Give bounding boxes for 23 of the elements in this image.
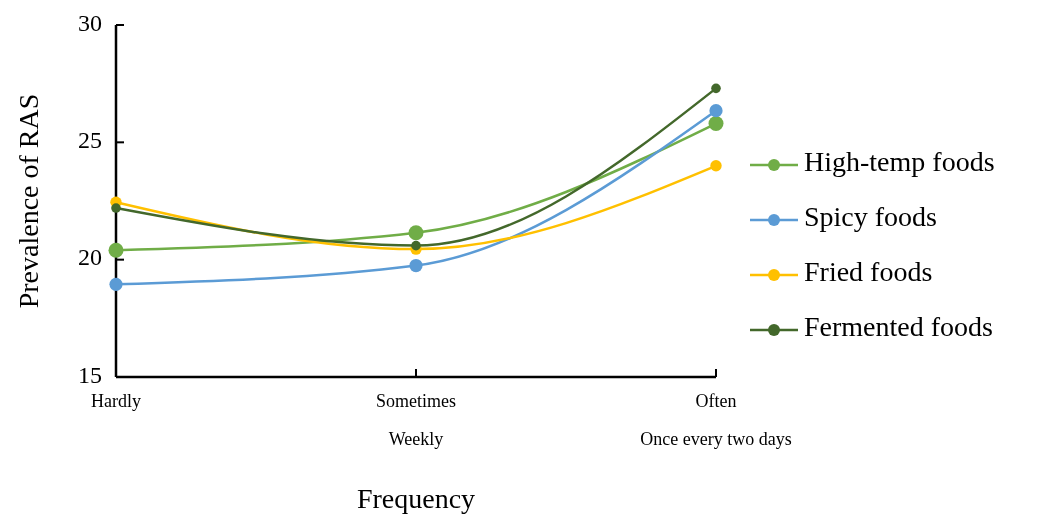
y-tick-label: 15: [78, 361, 102, 388]
legend-label: High-temp foods: [804, 146, 995, 178]
y-tick-label: 30: [78, 9, 102, 36]
y-tick-label: 20: [78, 244, 102, 271]
point: [710, 160, 722, 172]
legend-label: Fermented foods: [804, 311, 993, 343]
x-tick-label: Sometimes Weekly: [376, 391, 456, 449]
point: [111, 203, 121, 213]
point: [711, 83, 721, 94]
legend-label: Fried foods: [804, 256, 933, 288]
y-tick-label: 25: [78, 126, 102, 153]
x-tick-label: Hardly: [91, 391, 141, 411]
point: [109, 277, 123, 291]
point: [708, 116, 724, 132]
legend-label: Spicy foods: [804, 201, 937, 233]
x-axis-title: Frequency: [356, 483, 476, 514]
y-axis-title: Prevalence of RAS: [13, 93, 44, 309]
point: [409, 258, 423, 273]
point: [411, 240, 421, 251]
x-tick-label: Often Once every two days: [640, 391, 792, 449]
point: [408, 225, 424, 241]
point: [108, 242, 124, 258]
point: [709, 104, 723, 118]
